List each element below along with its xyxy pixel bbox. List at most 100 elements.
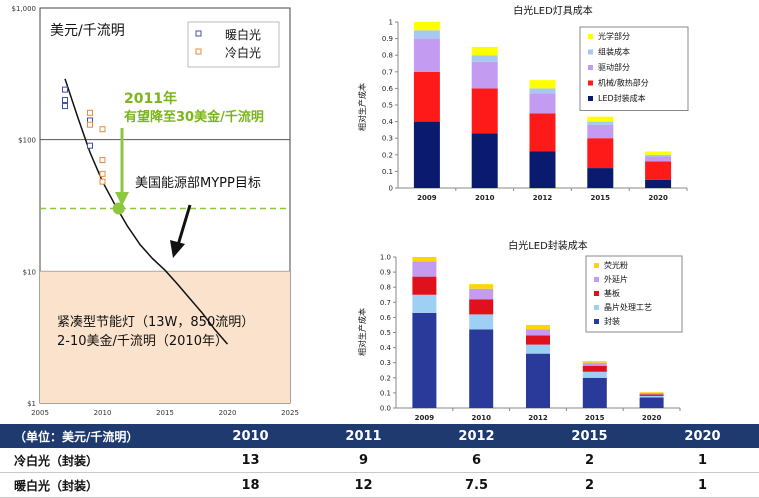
legend-label: 暖白光 [225,27,261,42]
y-tick-label: 0.8 [380,284,391,292]
bar-segment [645,156,672,162]
bar-segment [645,179,672,188]
row-label: 冷白光（封装） [0,448,194,473]
x-tick-label: 2015 [585,414,605,422]
table-header-year: 2010 [194,424,307,448]
y-tick-label: $1 [27,400,36,408]
y-tick-label: 0.4 [380,344,392,352]
bar-segment [412,257,437,262]
table-header-label: （单位：美元/千流明） [0,424,194,448]
package-cost-chart: 白光LED封装成本 相对生产成本 0.00.10.20.30.40.50.60.… [357,239,683,422]
x-tick-label: 2020 [648,194,668,202]
bar-segment [469,299,494,315]
x-tick-label: 2010 [471,414,491,422]
bar-segment [526,344,550,354]
bars [413,22,672,188]
trend-line [64,78,229,345]
bar-segment [587,116,614,122]
bar-segment [529,93,556,114]
y-tick-label: 0.6 [382,85,394,93]
legend-label: 封装 [604,316,620,326]
row-label: 暖白光（封装） [0,472,194,498]
bar-segment [582,377,607,408]
bar-segment [645,161,672,180]
x-tick-label: 2020 [642,414,662,422]
legend-box [585,255,683,333]
y-tick-label: 0.9 [380,269,391,277]
table-cell: 7.5 [420,472,533,498]
y-tick-label: 0.3 [380,359,391,367]
y-tick-label: 0.5 [380,329,391,337]
y-tick-label: 1 [389,19,393,27]
cfl-annotation-line2: 2-10美金/千流明（2010年） [57,333,228,349]
bar-segment [526,324,550,330]
annotation-30-target: 有望降至30美金/千流明 [124,109,264,125]
legend-swatch [594,305,599,310]
bar-segment [529,113,556,152]
bar-segment [413,71,440,122]
legend-label: 驱动部分 [598,62,630,72]
table-cell: 2 [533,472,646,498]
y-tick-label: $100 [18,137,36,145]
table-cell: 18 [194,472,307,498]
table-header-year: 2011 [307,424,420,448]
y-tick-label: 0.8 [382,52,393,60]
x-tick-label: 2010 [94,409,112,417]
legend-label: 外延片 [604,274,628,284]
bar-segment [471,61,498,89]
legend-box [187,21,280,68]
bar-segment [526,329,550,336]
y-tick-label: 0.3 [382,135,393,143]
bar-segment [469,288,494,300]
y-axis-label: 相对生产成本 [357,83,367,131]
data-point [99,170,106,177]
data-point [87,121,93,128]
y-tick-label: 0.1 [382,168,393,176]
bar-segment [587,121,614,125]
x-tick-label: 2005 [31,409,49,417]
y-tick-label: 0.1 [380,389,391,397]
annotation-arrows [115,128,192,258]
fixture-cost-chart: 白光LED灯具成本 相对生产成本 00.10.20.30.40.50.60.70… [357,4,689,202]
legend-label: 晶片处理工艺 [604,302,652,312]
data-point [99,178,106,185]
cfl-annotation-line1: 紧凑型节能灯（13W，850流明） [57,315,254,330]
legend-swatch [588,96,593,101]
bar-segment [471,55,498,62]
bar-segment [582,365,607,372]
legend-label: 组装成本 [598,47,630,57]
bar-segment [413,30,440,39]
y-tick-label: 1.0 [380,254,391,262]
bar-segment [413,121,440,188]
bar-segment [639,397,664,408]
bar-segment [582,361,607,363]
y-tick-label: 0.2 [382,151,393,159]
y-tick-label: 0.4 [382,118,394,126]
bar-segment [639,392,664,395]
mypp-target-label: 美国能源部MYPP目标 [135,176,261,191]
annotation-2011: 2011年 [124,90,177,107]
legend-marker [195,48,202,55]
bar-segment [582,371,607,378]
x-tick-label: 2025 [281,409,299,417]
table-cell: 13 [194,448,307,473]
bar-segment [529,80,556,89]
bar-segment [639,392,664,393]
bar-segment [529,151,556,188]
legend-swatch [594,263,599,268]
legend-swatch [588,65,593,70]
data-point [99,126,106,133]
bar-segment [412,312,437,408]
legend-label: 机械/散热部分 [598,78,649,88]
data-point [87,142,93,149]
data-points [62,86,125,215]
legend-swatch [588,49,593,55]
table-header-year: 2020 [646,424,759,448]
bar-segment [639,394,664,396]
y-tick-label: $1,000 [12,5,37,13]
y-tick-label: 0.6 [380,314,392,322]
bar-segment [471,46,498,56]
legend-box [579,26,689,111]
bar-segment [587,168,614,188]
